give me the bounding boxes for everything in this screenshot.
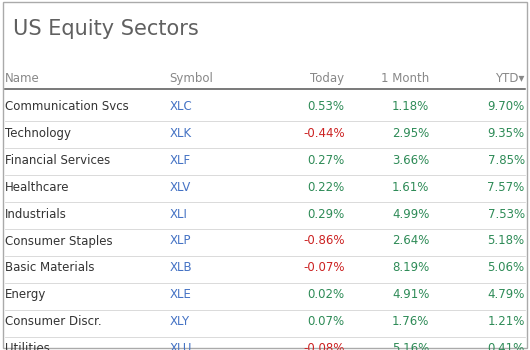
- Text: 1.76%: 1.76%: [392, 315, 429, 328]
- Text: XLE: XLE: [170, 288, 191, 301]
- Text: 4.79%: 4.79%: [487, 288, 525, 301]
- Text: 7.85%: 7.85%: [488, 154, 525, 167]
- Text: 2.95%: 2.95%: [392, 127, 429, 140]
- Text: -0.08%: -0.08%: [303, 342, 344, 350]
- Text: Technology: Technology: [5, 127, 72, 140]
- Text: 0.41%: 0.41%: [488, 342, 525, 350]
- Text: XLV: XLV: [170, 181, 191, 194]
- Text: 1 Month: 1 Month: [381, 72, 429, 85]
- Text: Today: Today: [311, 72, 344, 85]
- Text: 5.16%: 5.16%: [392, 342, 429, 350]
- Text: XLC: XLC: [170, 100, 192, 113]
- Text: 4.91%: 4.91%: [392, 288, 429, 301]
- FancyBboxPatch shape: [3, 2, 527, 348]
- Text: Financial Services: Financial Services: [5, 154, 111, 167]
- Text: -0.44%: -0.44%: [303, 127, 345, 140]
- Text: XLY: XLY: [170, 315, 190, 328]
- Text: 7.53%: 7.53%: [488, 208, 525, 220]
- Text: XLU: XLU: [170, 342, 192, 350]
- Text: 5.06%: 5.06%: [488, 261, 525, 274]
- Text: -0.86%: -0.86%: [303, 234, 344, 247]
- Text: 0.07%: 0.07%: [307, 315, 344, 328]
- Text: Name: Name: [5, 72, 40, 85]
- Text: XLF: XLF: [170, 154, 191, 167]
- Text: 1.61%: 1.61%: [392, 181, 429, 194]
- Text: 0.22%: 0.22%: [307, 181, 344, 194]
- Text: 0.27%: 0.27%: [307, 154, 344, 167]
- Text: Consumer Staples: Consumer Staples: [5, 234, 113, 247]
- Text: Basic Materials: Basic Materials: [5, 261, 95, 274]
- Text: US Equity Sectors: US Equity Sectors: [13, 19, 199, 39]
- Text: 1.21%: 1.21%: [487, 315, 525, 328]
- Text: 9.35%: 9.35%: [488, 127, 525, 140]
- Text: XLB: XLB: [170, 261, 192, 274]
- Text: 0.53%: 0.53%: [307, 100, 344, 113]
- Text: 7.57%: 7.57%: [488, 181, 525, 194]
- Text: Energy: Energy: [5, 288, 47, 301]
- Text: Consumer Discr.: Consumer Discr.: [5, 315, 102, 328]
- Text: 2.64%: 2.64%: [392, 234, 429, 247]
- Text: XLI: XLI: [170, 208, 188, 220]
- Text: 3.66%: 3.66%: [392, 154, 429, 167]
- Text: -0.07%: -0.07%: [303, 261, 344, 274]
- Text: 8.19%: 8.19%: [392, 261, 429, 274]
- Text: Symbol: Symbol: [170, 72, 214, 85]
- Text: 5.18%: 5.18%: [488, 234, 525, 247]
- Text: XLK: XLK: [170, 127, 192, 140]
- Text: XLP: XLP: [170, 234, 191, 247]
- Text: 0.29%: 0.29%: [307, 208, 344, 220]
- Text: 0.02%: 0.02%: [307, 288, 344, 301]
- Text: 1.18%: 1.18%: [392, 100, 429, 113]
- Text: 4.99%: 4.99%: [392, 208, 429, 220]
- Text: Industrials: Industrials: [5, 208, 67, 220]
- Text: Healthcare: Healthcare: [5, 181, 70, 194]
- Text: Communication Svcs: Communication Svcs: [5, 100, 129, 113]
- Text: 9.70%: 9.70%: [488, 100, 525, 113]
- Text: Utilities: Utilities: [5, 342, 50, 350]
- Text: YTD▾: YTD▾: [496, 72, 525, 85]
